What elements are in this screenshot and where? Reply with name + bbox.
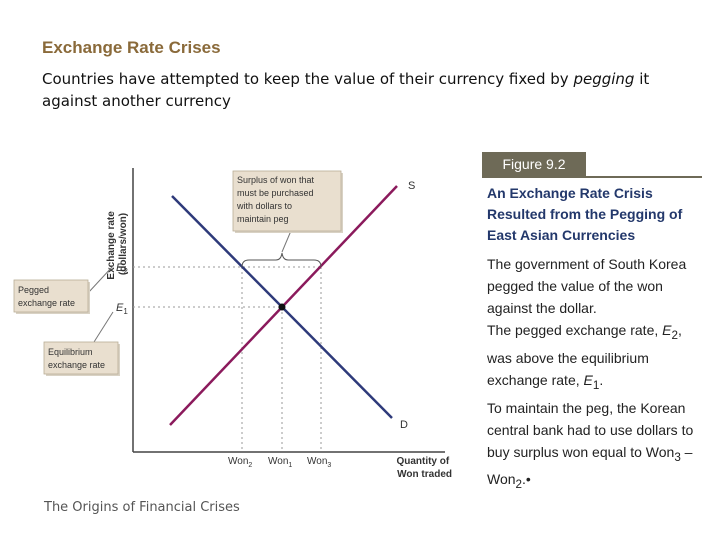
- equilibrium-point: [278, 303, 286, 311]
- slide-subtitle: Countries have attempted to keep the val…: [42, 70, 650, 110]
- demand-label: D: [400, 419, 408, 431]
- caption-para-1: The government of South Korea pegged the…: [487, 256, 687, 316]
- slide-footer: The Origins of Financial Crises: [44, 500, 240, 515]
- pegged-callout: [13, 279, 89, 313]
- won1-tick-label: Won1: [268, 456, 292, 469]
- equilibrium-callout: [43, 341, 119, 375]
- slide-title: Exchange Rate Crises: [42, 38, 221, 57]
- y-axis-label: Exchange rate (dollars/won): [106, 208, 129, 279]
- surplus-callout: [232, 170, 342, 232]
- figure-tab: Figure 9.2: [482, 152, 586, 176]
- e2-label: E2: [116, 262, 128, 276]
- caption-bullet: •: [525, 471, 531, 488]
- won3-tick-label: Won3: [307, 456, 331, 469]
- caption-para-2: The pegged exchange rate, E2, was above …: [487, 322, 682, 392]
- surplus-callout-text: Surplus of won that must be purchased wi…: [236, 175, 317, 224]
- equilibrium-pointer: [93, 311, 114, 343]
- won2-tick-label: Won2: [228, 456, 252, 469]
- supply-label: S: [408, 180, 415, 192]
- e1-label: E1: [116, 302, 128, 316]
- pegged-pointer: [87, 265, 114, 294]
- figure-heading: An Exchange Rate Crisis Resulted from th…: [487, 185, 683, 243]
- pegged-callout-text: Pegged exchange rate: [18, 285, 75, 308]
- figure-caption: The government of South Korea pegged the…: [487, 253, 702, 496]
- surplus-brace: [241, 252, 322, 268]
- caption-para-3: To maintain the peg, the Korean central …: [487, 399, 694, 492]
- figure-rule: [482, 176, 702, 178]
- x-axis-label: Quantity of Won traded: [396, 456, 452, 480]
- equilibrium-callout-text: Equilibrium exchange rate: [48, 347, 105, 370]
